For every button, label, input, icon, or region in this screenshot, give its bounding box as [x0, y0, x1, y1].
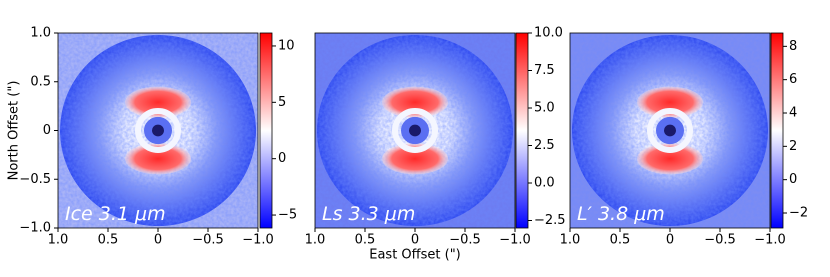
x-tick-label: 0.5 — [98, 233, 119, 248]
lobe — [125, 143, 191, 175]
y-tick-label: 0.5 — [30, 74, 51, 89]
ring — [392, 108, 438, 153]
colorbar-tick-label: 8 — [789, 39, 797, 54]
lobe — [382, 86, 448, 118]
colorbar-tick-label: 4 — [789, 106, 797, 121]
ring — [647, 108, 693, 153]
x-tick-label: 0 — [666, 233, 674, 248]
colorbar-tick-label: 10 — [278, 38, 295, 53]
y-tick-label: 1.0 — [30, 26, 51, 41]
colorbar-tick-label: −2 — [789, 206, 808, 221]
panel: Ls 3.3 μm 1.0 0.5 0 −0.5 −1.0 East Offset (") −… — [305, 26, 566, 263]
image — [58, 33, 258, 228]
x-tick-label: 0 — [154, 233, 162, 248]
panel-label: L′ 3.8 μm — [577, 203, 665, 225]
colorbar-tick-label: 0 — [789, 172, 797, 187]
x-tick-label: −0.5 — [449, 233, 481, 248]
image — [570, 33, 770, 228]
colorbar-tick-label: 0 — [278, 151, 286, 166]
colorbar-tick-label: −2.5 — [534, 213, 566, 228]
core — [664, 124, 676, 137]
image — [315, 33, 515, 228]
lobe — [637, 86, 703, 118]
y-tick-label: −0.5 — [19, 172, 51, 187]
lobe — [125, 86, 191, 118]
colorbar-tick-label: 0.0 — [534, 176, 555, 191]
y-axis-label: North Offset (") — [7, 81, 22, 181]
x-tick-label: −1.0 — [242, 233, 274, 248]
core — [409, 124, 421, 137]
ring — [135, 108, 181, 153]
colorbar-tick-label: 7.5 — [534, 63, 555, 78]
x-tick-label: −0.5 — [704, 233, 736, 248]
x-tick-label: 1.0 — [48, 233, 69, 248]
colorbar-tick-label: 2.5 — [534, 138, 555, 153]
x-tick-label: 1.0 — [305, 233, 326, 248]
y-tick-label: −1.0 — [19, 221, 51, 236]
panel: L′ 3.8 μm 1.0 0.5 0 −0.5 −1.0−2 0 2 4 6 8 — [560, 32, 808, 248]
panel-label: Ls 3.3 μm — [322, 203, 415, 225]
colorbar-tick-label: 5.0 — [534, 101, 555, 116]
x-tick-label: 1.0 — [560, 233, 581, 248]
lobe — [637, 143, 703, 175]
colorbar-tick-label: 2 — [789, 139, 797, 154]
panel-label: Ice 3.1 μm — [65, 203, 166, 225]
colorbar — [259, 32, 273, 229]
y-tick-label: 0 — [43, 123, 51, 138]
lobe — [382, 143, 448, 175]
colorbar-tick-label: 10.0 — [534, 26, 563, 41]
x-tick-label: −1.0 — [499, 233, 531, 248]
x-tick-label: −1.0 — [754, 233, 786, 248]
panel: Ice 3.1 μm1.0 0.5 0 −0.5 −1.01.00.50−0.5−1.0… — [7, 26, 298, 248]
core — [152, 124, 164, 137]
x-tick-label: 0.5 — [610, 233, 631, 248]
x-tick-label: −0.5 — [192, 233, 224, 248]
colorbar-tick-label: −5 — [278, 208, 297, 223]
colorbar — [515, 32, 529, 229]
colorbar — [770, 32, 784, 229]
x-axis-label: East Offset (") — [369, 248, 461, 263]
x-tick-label: 0.5 — [355, 233, 376, 248]
x-tick-label: 0 — [411, 233, 419, 248]
colorbar-tick-label: 6 — [789, 72, 797, 87]
colorbar-tick-label: 5 — [278, 95, 286, 110]
